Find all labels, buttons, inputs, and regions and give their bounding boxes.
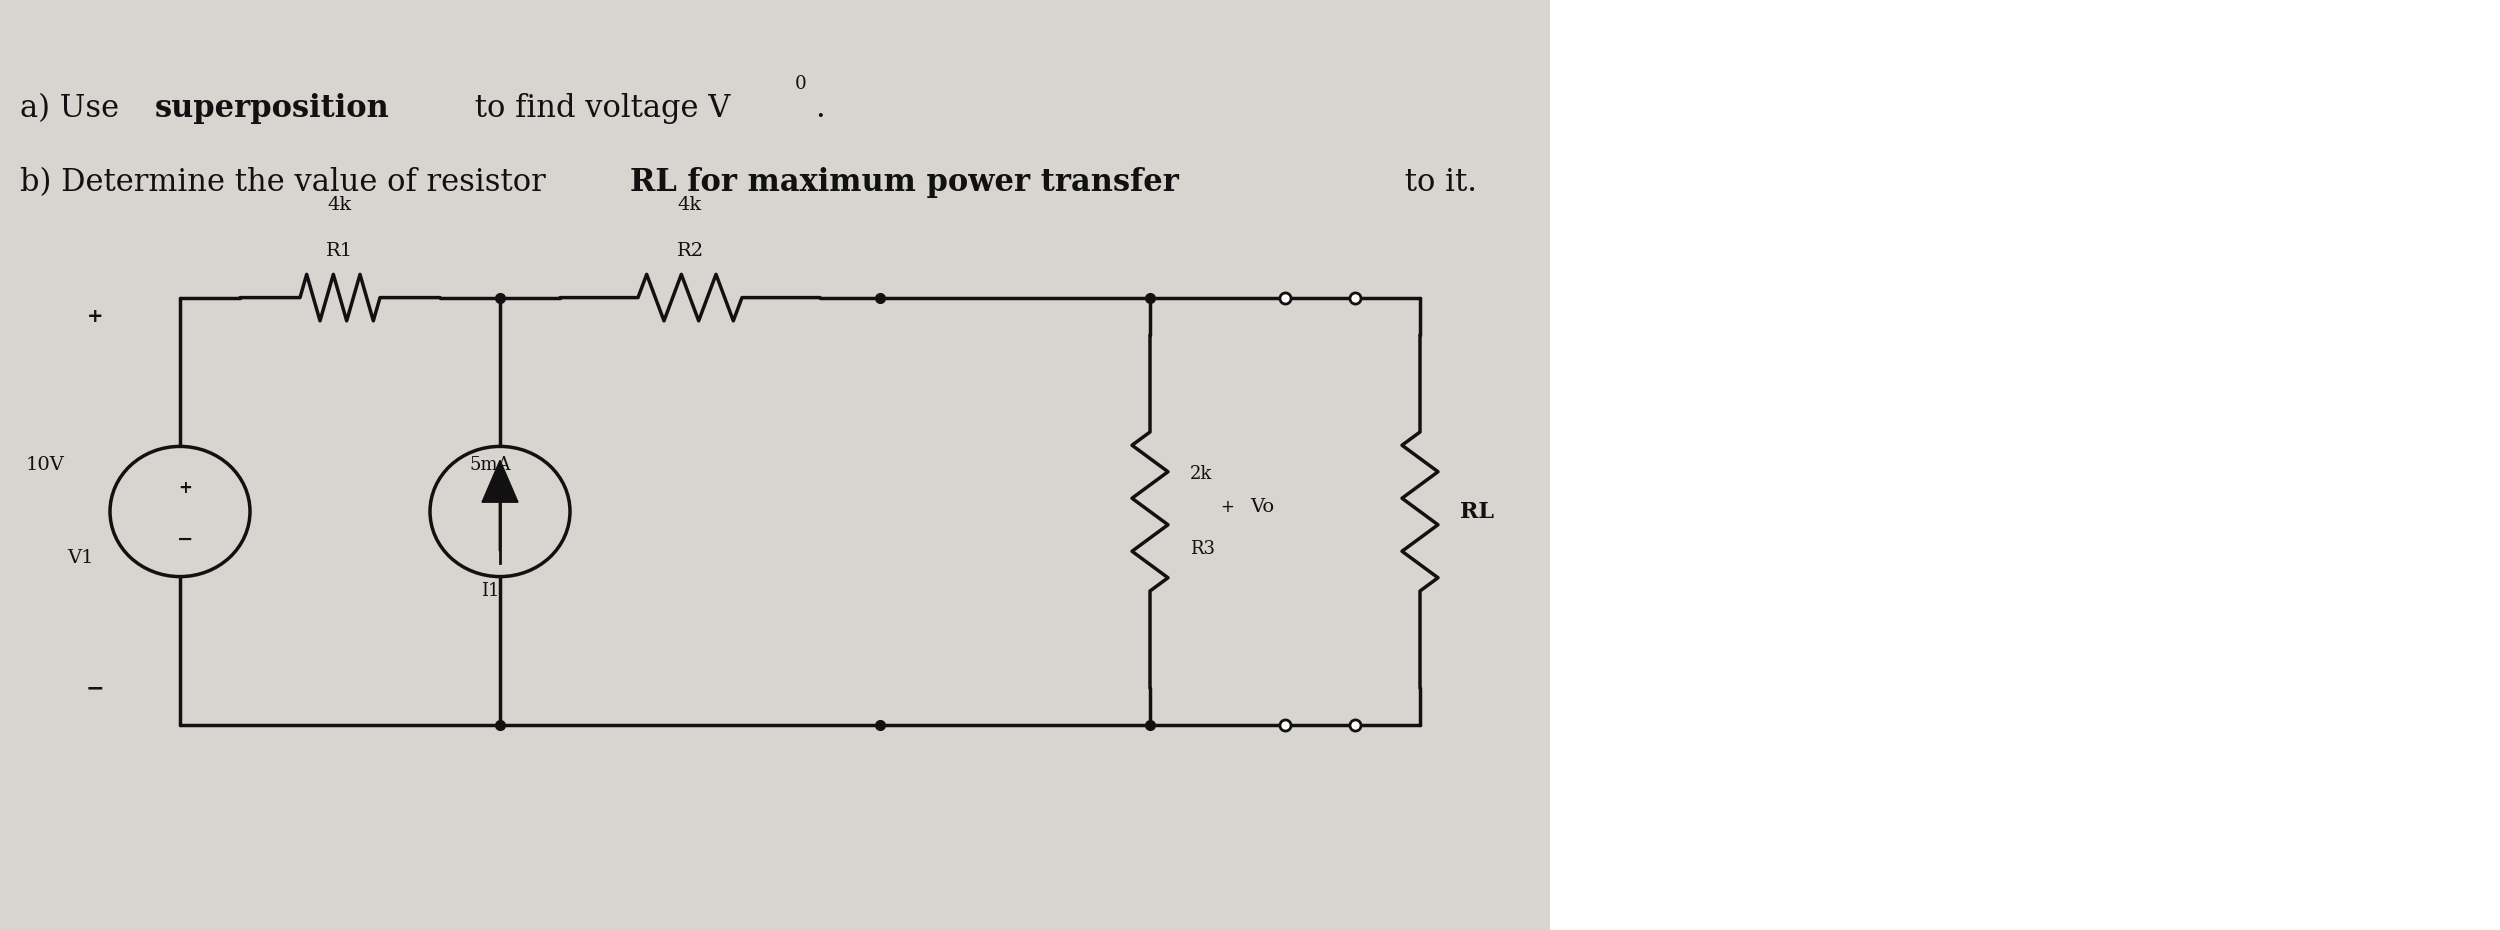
Text: +: + xyxy=(88,307,103,326)
Text: R2: R2 xyxy=(678,242,702,260)
Text: RL: RL xyxy=(1460,500,1495,523)
Text: superposition: superposition xyxy=(155,93,390,124)
Text: +: + xyxy=(177,479,192,498)
Text: R1: R1 xyxy=(328,242,352,260)
Text: Vo: Vo xyxy=(1250,498,1275,516)
Text: a) Use: a) Use xyxy=(20,93,130,124)
Polygon shape xyxy=(482,460,518,502)
Text: −: − xyxy=(177,530,192,549)
Text: .: . xyxy=(815,93,825,124)
Text: to find voltage V: to find voltage V xyxy=(465,93,730,124)
Text: 2k: 2k xyxy=(1190,465,1212,484)
Text: −: − xyxy=(85,678,105,698)
Text: +: + xyxy=(1220,498,1235,516)
Text: RL for maximum power transfer: RL for maximum power transfer xyxy=(630,167,1180,198)
Bar xyxy=(1550,0,2500,930)
Text: 10V: 10V xyxy=(25,456,65,474)
Text: to it.: to it. xyxy=(1395,167,1478,198)
Text: V1: V1 xyxy=(68,549,92,567)
Text: I1: I1 xyxy=(480,581,500,600)
Text: 4k: 4k xyxy=(678,195,702,214)
Text: 4k: 4k xyxy=(328,195,352,214)
Text: 5mA: 5mA xyxy=(470,456,510,474)
Text: R3: R3 xyxy=(1190,539,1215,558)
Text: 0: 0 xyxy=(795,75,808,93)
Text: b) Determine the value of resistor: b) Determine the value of resistor xyxy=(20,167,555,198)
